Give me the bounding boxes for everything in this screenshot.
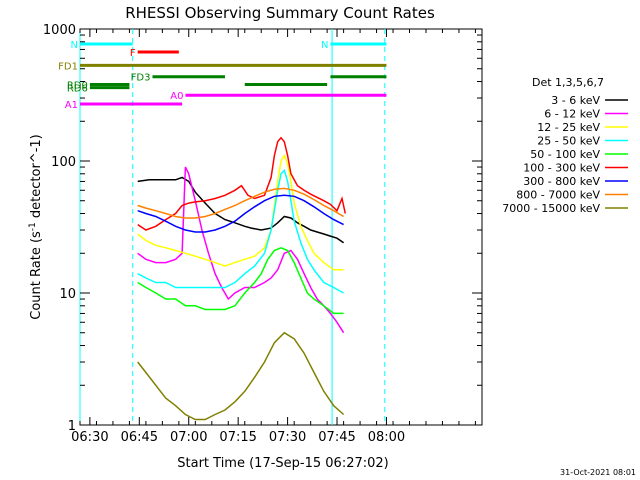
state-bar-label: A1: [65, 100, 78, 111]
series-line-100-300-keV: [137, 136, 347, 231]
legend-entry-label: 300 - 800 keV: [523, 175, 600, 188]
x-tick-label: 08:00: [368, 430, 405, 445]
legend-entry-label: 800 - 7000 keV: [516, 189, 600, 202]
state-bar-label: RD0: [67, 80, 88, 91]
x-tick-label: 07:00: [170, 430, 207, 445]
state-bar-label: RD6: [67, 84, 88, 95]
y-tick-label: 10: [59, 287, 76, 302]
series-line-25-50-keV: [137, 168, 344, 294]
series-line-3-6-keV: [137, 176, 345, 244]
x-axis-label: Start Time (17-Sep-15 06:27:02): [177, 456, 388, 471]
x-tick-label: 07:15: [219, 430, 256, 445]
legend-entry-label: 50 - 100 keV: [530, 148, 600, 161]
legend-entry-label: 25 - 50 keV: [537, 135, 600, 148]
series-line-50-100-keV: [137, 246, 344, 315]
series-line-12-25-keV: [137, 153, 344, 271]
state-bar-label: F: [130, 48, 136, 59]
state-bar-label: FD1: [58, 61, 78, 72]
legend-entry-label: 100 - 300 keV: [523, 162, 600, 175]
state-bar-label: N: [71, 40, 78, 51]
y-tick-label: 100: [51, 155, 76, 170]
state-bar-label: A0: [170, 91, 183, 102]
series-lines: [137, 136, 347, 421]
legend-entry-label: 3 - 6 keV: [551, 94, 600, 107]
state-bar-label: N: [321, 40, 328, 51]
series-line-800-7000-keV: [137, 187, 344, 219]
legend-entry-label: 6 - 12 keV: [544, 108, 600, 121]
x-tick-label: 07:30: [269, 430, 306, 445]
x-tick-label: 06:45: [121, 430, 158, 445]
footer-date: 31-Oct-2021 08:01: [560, 468, 636, 477]
y-tick-label: 1: [68, 419, 76, 434]
x-tick-label: 06:30: [71, 430, 108, 445]
y-tick-label: 1000: [43, 23, 76, 38]
y-axis-label: Count Rate (s-1 detector^-1): [28, 134, 44, 319]
axes-ticks: 06:30 06:45 07:00 07:15 07:30 07:45 08:00 1 10 10…: [43, 23, 482, 445]
legend-entry-label: 12 - 25 keV: [537, 121, 600, 134]
chart-title: RHESSI Observing Summary Count Rates: [125, 4, 435, 22]
state-bar-label: FD3: [131, 73, 151, 84]
series-line-300-800-keV: [137, 194, 344, 233]
series-line-6-12-keV: [137, 166, 345, 334]
x-tick-label: 07:45: [318, 430, 355, 445]
legend-entry-label: 7000 - 15000 keV: [502, 202, 600, 215]
series-line-7000-15000-keV: [137, 331, 345, 421]
legend-title: Det 1,3,5,6,7: [532, 76, 604, 89]
